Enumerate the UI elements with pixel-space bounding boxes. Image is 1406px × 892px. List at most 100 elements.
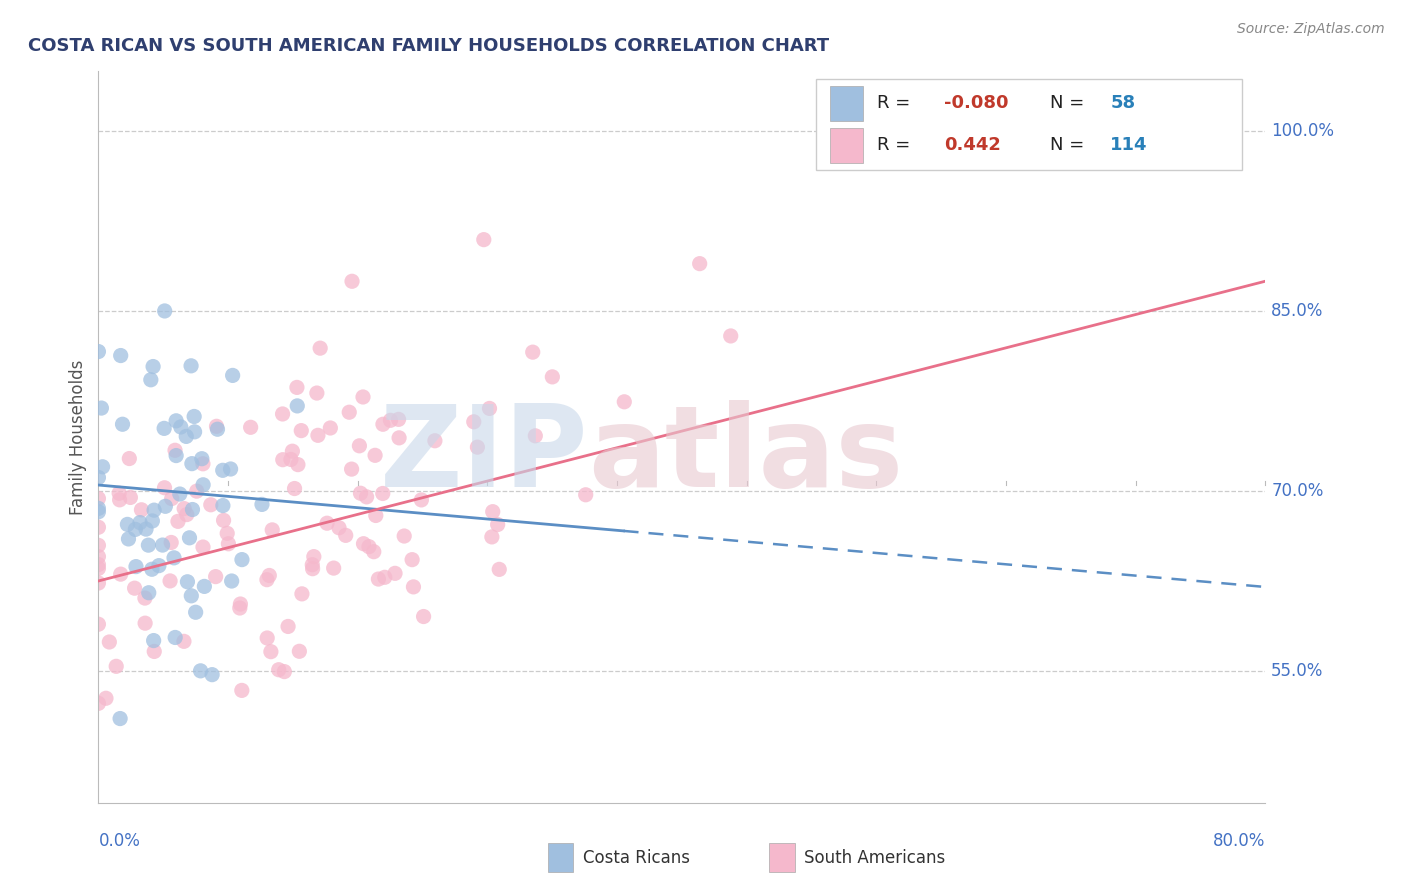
Point xyxy=(167,514,190,528)
Point xyxy=(141,514,163,528)
Point xyxy=(111,417,134,432)
Point xyxy=(207,422,229,436)
Text: South Americans: South Americans xyxy=(804,848,946,867)
Point xyxy=(173,634,195,648)
Point xyxy=(273,665,295,679)
Point xyxy=(108,492,131,507)
Point xyxy=(271,407,294,421)
Point xyxy=(120,491,142,505)
Point xyxy=(283,482,305,496)
FancyBboxPatch shape xyxy=(830,128,863,163)
Text: -0.080: -0.080 xyxy=(945,95,1010,112)
Point xyxy=(221,574,243,588)
Point xyxy=(181,502,204,516)
Point xyxy=(229,597,252,611)
Y-axis label: Family Households: Family Households xyxy=(69,359,87,515)
Point xyxy=(250,497,273,511)
Point xyxy=(363,545,385,559)
Point xyxy=(412,609,434,624)
Point xyxy=(340,274,363,288)
Text: ZIP: ZIP xyxy=(380,400,589,511)
Point xyxy=(488,562,510,576)
Text: 55.0%: 55.0% xyxy=(1271,662,1323,680)
Point xyxy=(159,574,181,588)
Point xyxy=(191,540,214,554)
Point xyxy=(200,498,222,512)
Point xyxy=(301,562,323,576)
Point xyxy=(384,566,406,581)
Point xyxy=(87,470,110,484)
Text: R =: R = xyxy=(877,136,915,154)
Point xyxy=(472,233,495,247)
Point xyxy=(193,579,215,593)
Point xyxy=(231,552,253,566)
Point xyxy=(689,257,711,271)
Text: 85.0%: 85.0% xyxy=(1271,302,1323,320)
Text: Costa Ricans: Costa Ricans xyxy=(582,848,690,867)
Point xyxy=(280,452,302,467)
Point xyxy=(87,491,110,506)
Point xyxy=(478,401,501,416)
Point xyxy=(221,368,243,383)
Point xyxy=(231,683,253,698)
Text: Source: ZipAtlas.com: Source: ZipAtlas.com xyxy=(1237,22,1385,37)
Point xyxy=(481,505,503,519)
Text: 100.0%: 100.0% xyxy=(1271,122,1334,140)
Point xyxy=(281,444,304,458)
Point xyxy=(288,644,311,658)
Point xyxy=(481,530,503,544)
Point xyxy=(87,549,110,564)
Point xyxy=(613,394,636,409)
Point xyxy=(176,574,198,589)
Point xyxy=(129,516,152,530)
Point xyxy=(143,503,166,517)
Point xyxy=(134,616,156,631)
FancyBboxPatch shape xyxy=(548,843,574,872)
Text: COSTA RICAN VS SOUTH AMERICAN FAMILY HOUSEHOLDS CORRELATION CHART: COSTA RICAN VS SOUTH AMERICAN FAMILY HOU… xyxy=(28,37,830,54)
Point xyxy=(91,459,114,474)
Point xyxy=(217,537,239,551)
Text: 70.0%: 70.0% xyxy=(1271,482,1323,500)
Point xyxy=(291,587,314,601)
Point xyxy=(117,532,139,546)
Text: 0.0%: 0.0% xyxy=(98,832,141,850)
Point xyxy=(160,491,183,506)
Point xyxy=(169,487,191,501)
Point xyxy=(720,329,742,343)
Point xyxy=(388,431,411,445)
Point xyxy=(180,589,202,603)
Point xyxy=(183,409,205,424)
Point xyxy=(212,499,235,513)
Point xyxy=(105,659,128,673)
Point xyxy=(259,568,281,582)
Point xyxy=(139,373,162,387)
Point xyxy=(319,421,342,435)
Point xyxy=(217,526,239,541)
Point xyxy=(239,420,262,434)
Text: R =: R = xyxy=(877,95,915,112)
Point xyxy=(110,567,132,582)
Text: 58: 58 xyxy=(1111,95,1135,112)
Point xyxy=(87,538,110,552)
Point xyxy=(305,386,328,401)
Text: atlas: atlas xyxy=(589,400,904,511)
Point xyxy=(524,429,547,443)
FancyBboxPatch shape xyxy=(815,78,1241,170)
Point xyxy=(349,439,371,453)
Point xyxy=(211,463,233,477)
Point xyxy=(131,503,153,517)
Point xyxy=(371,486,394,500)
Point xyxy=(337,405,360,419)
Point xyxy=(90,401,112,415)
Point xyxy=(575,488,598,502)
Point xyxy=(134,591,156,605)
Point xyxy=(135,522,157,536)
Point xyxy=(371,417,394,432)
Text: 114: 114 xyxy=(1111,136,1147,154)
Point xyxy=(486,517,509,532)
Point xyxy=(205,419,228,434)
Point xyxy=(212,513,235,527)
Point xyxy=(380,413,402,427)
Point xyxy=(160,535,183,549)
Point xyxy=(87,617,110,632)
